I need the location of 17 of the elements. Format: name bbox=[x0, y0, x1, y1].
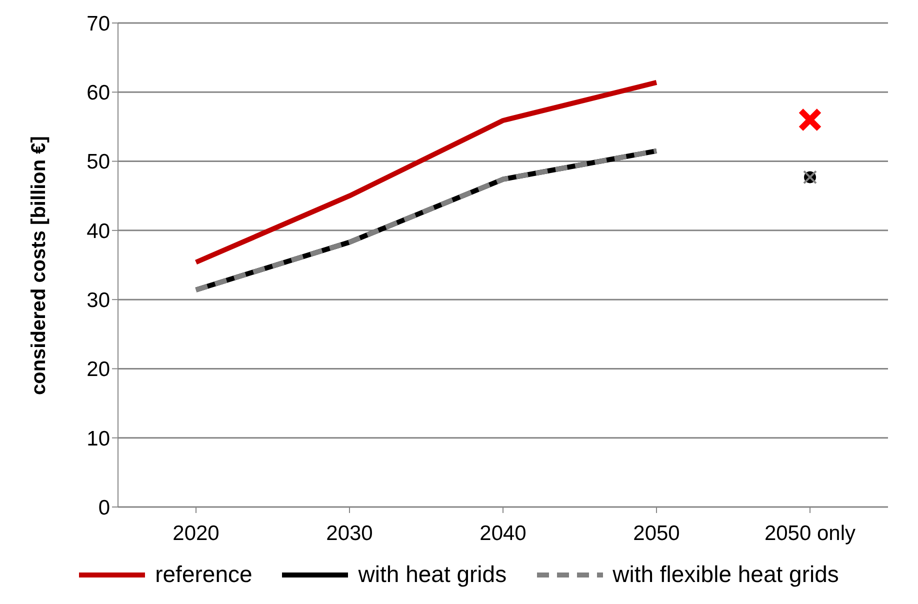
y-tick-label: 40 bbox=[86, 220, 110, 243]
y-tick-label: 50 bbox=[86, 150, 110, 174]
y-tick-label: 0 bbox=[98, 496, 110, 520]
x-tick-label: 2050 bbox=[633, 522, 680, 545]
y-axis-title: considered costs [billion €] bbox=[28, 136, 50, 395]
y-tick-label: 20 bbox=[86, 358, 110, 382]
legend-label: reference bbox=[155, 561, 252, 588]
legend-label: with heat grids bbox=[358, 561, 507, 588]
y-tick-label: 60 bbox=[86, 82, 110, 105]
x-tick-label: 2020 bbox=[172, 522, 220, 545]
y-tick-label: 10 bbox=[86, 427, 110, 450]
legend-label: with flexible heat grids bbox=[612, 561, 839, 588]
x-tick-label: 2030 bbox=[326, 522, 373, 545]
x-tick-label: 2050 only bbox=[764, 522, 856, 545]
y-tick-label: 30 bbox=[86, 289, 110, 312]
x-tick-label: 2040 bbox=[480, 522, 526, 545]
y-tick-label: 70 bbox=[86, 12, 110, 36]
